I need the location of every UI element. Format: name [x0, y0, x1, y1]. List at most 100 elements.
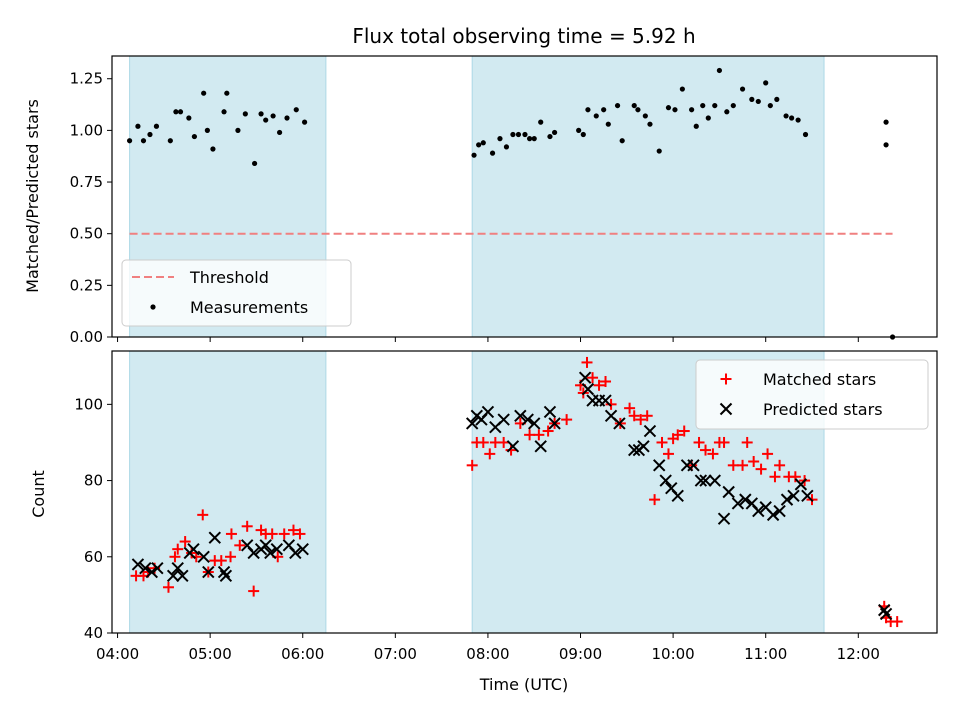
measurement-point: [221, 109, 227, 115]
measurement-point: [730, 102, 736, 109]
x-tick-label: 08:00: [466, 645, 509, 663]
predicted-star-point: [628, 443, 641, 457]
predicted-star-point: [528, 417, 541, 430]
measurement-point: [497, 136, 503, 142]
legend-top: Threshold Measurements: [121, 259, 352, 327]
matched-star-point: [587, 372, 599, 384]
x-tick-label: 06:00: [281, 645, 324, 663]
x-tick-label: 10:00: [651, 645, 694, 663]
measurement-point: [795, 117, 801, 123]
plot-frame: [111, 350, 938, 634]
matched-star-point: [693, 436, 705, 448]
bottom-y-axis-label: Count: [29, 470, 48, 518]
y-tick-label: 40: [84, 624, 103, 642]
predicted-star-point: [270, 542, 284, 556]
plot-frame: [111, 55, 938, 338]
matched-star-point: [225, 528, 237, 540]
legend-matched-label: Matched stars: [763, 370, 876, 389]
measurement-point: [263, 117, 269, 123]
predicted-star-point: [151, 562, 164, 575]
predicted-star-point: [780, 493, 794, 506]
legend-measurements-label: Measurements: [190, 298, 308, 317]
y-tick-label: 80: [84, 472, 103, 490]
x-tick-label: 07:00: [374, 645, 417, 663]
measurement-point: [712, 102, 718, 109]
matched-star-point: [755, 463, 767, 475]
predicted-star-point: [731, 497, 745, 510]
top-y-axis-label: Matched/Predicted stars: [23, 99, 42, 293]
predicted-star-point: [176, 569, 189, 583]
predicted-star-point: [794, 478, 808, 491]
predicted-star-point: [879, 607, 893, 621]
measurement-point: [749, 96, 755, 102]
measurement-point: [763, 80, 769, 86]
predicted-star-point: [497, 413, 510, 426]
predicted-star-point: [694, 474, 708, 487]
predicted-star-point: [208, 531, 221, 544]
measurement-point: [251, 160, 258, 167]
matched-star-point: [498, 436, 510, 448]
measurement-point: [301, 119, 308, 125]
measurement-point: [258, 111, 264, 117]
matched-star-point: [533, 429, 545, 441]
measurement-point: [235, 127, 241, 133]
y-tick-label: 0.25: [70, 276, 103, 294]
predicted-star-point: [739, 493, 752, 506]
matched-star-point: [172, 543, 184, 555]
measurement-point: [614, 102, 621, 109]
measurement-point: [580, 131, 586, 138]
predicted-star-point: [878, 603, 891, 617]
matched-star-point: [234, 539, 246, 551]
predicted-star-point: [717, 512, 731, 525]
measurement-point: [716, 67, 723, 74]
matched-star-point: [628, 410, 640, 422]
x-tick-label: 11:00: [744, 645, 787, 663]
y-tick-label: 100: [74, 395, 103, 413]
predicted-star-point: [543, 405, 557, 419]
measurement-point: [755, 98, 761, 105]
predicted-star-point: [465, 417, 479, 430]
measurement-point: [693, 123, 699, 129]
predicted-star-point: [131, 558, 145, 571]
matched-star-point: [266, 528, 278, 540]
y-tick-label: 0.00: [70, 328, 103, 346]
measurement-point: [522, 131, 528, 138]
matched-star-point: [678, 425, 690, 437]
x-tick-label: 09:00: [559, 645, 602, 663]
measurement-point: [153, 123, 160, 129]
predicted-star-point: [187, 542, 200, 556]
predicted-star-point: [197, 550, 210, 563]
predicted-star-point: [534, 440, 547, 453]
measurement-point: [601, 107, 607, 113]
x-tick-label: 04:00: [96, 645, 139, 663]
matched-star-point: [593, 379, 605, 391]
matched-star-point: [542, 425, 554, 437]
predicted-star-point: [514, 409, 527, 422]
matched-star-point: [600, 375, 612, 387]
matched-star-point: [727, 459, 739, 471]
legend-matched-swatch: [720, 373, 732, 385]
measurement-point: [191, 133, 198, 140]
matched-star-point: [789, 471, 801, 483]
measurement-point: [883, 119, 889, 125]
predicted-star-point: [722, 485, 735, 499]
predicted-star-point: [247, 546, 260, 560]
matched-star-point: [769, 471, 781, 483]
predicted-star-point: [613, 417, 626, 430]
count-panel: 40 60 80 100 04:00 05:00 06:00 07:00 08:00 09:00 1…: [74, 350, 938, 663]
measurement-point: [173, 109, 179, 115]
predicted-star-point: [653, 459, 666, 472]
measurement-point: [242, 111, 248, 117]
measurement-point: [489, 150, 496, 156]
predicted-star-point: [671, 489, 684, 503]
measurement-point: [551, 129, 558, 136]
ratio-panel: 0.00 0.25 0.50 0.75 1.00 1.25 Threshold Measure…: [70, 55, 938, 346]
measurement-point: [605, 121, 611, 127]
legend-predicted-swatch: [719, 402, 733, 416]
matched-star-point: [624, 402, 636, 414]
measurement-point: [642, 113, 648, 119]
matched-star-point: [672, 429, 684, 441]
matched-star-point: [741, 436, 753, 448]
predicted-star-point: [259, 539, 272, 552]
matched-star-point: [225, 551, 237, 563]
